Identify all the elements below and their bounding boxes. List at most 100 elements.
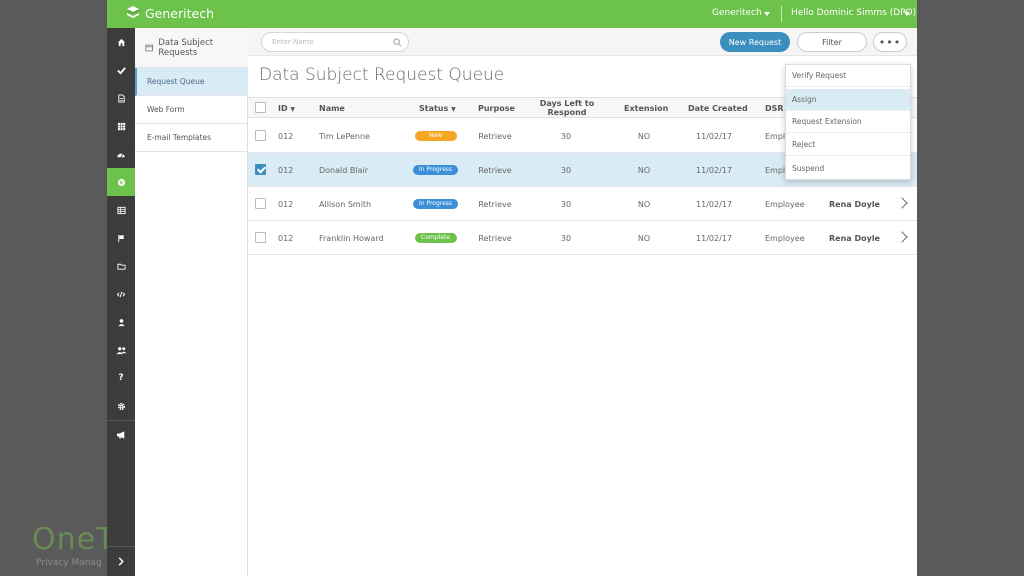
- rail-home[interactable]: [107, 28, 135, 56]
- expand-rail-button[interactable]: [107, 547, 135, 575]
- column-header-name[interactable]: Name: [319, 104, 345, 113]
- status-badge: In Progress: [412, 199, 459, 209]
- menu-item-verify-request[interactable]: Verify Request: [786, 65, 910, 87]
- rail-grid[interactable]: [107, 112, 135, 140]
- chevron-right-icon: [118, 556, 124, 566]
- cell-extension: NO: [637, 233, 651, 243]
- background-logo-subtitle: Privacy Manag: [36, 558, 102, 568]
- cell-dsr-type: Employee: [765, 199, 805, 209]
- brand-name: Generitech: [145, 5, 214, 21]
- more-actions-button[interactable]: •••: [873, 32, 907, 52]
- rail-documents[interactable]: [107, 84, 135, 112]
- cell-extension: NO: [637, 165, 651, 175]
- rail-user[interactable]: [107, 308, 135, 336]
- rail-dashboard[interactable]: [107, 140, 135, 168]
- cell-name[interactable]: Donald Blair: [319, 165, 368, 175]
- filter-button[interactable]: Filter: [797, 32, 867, 52]
- cell-dsr-type: Employee: [765, 233, 805, 243]
- rail-folder[interactable]: [107, 252, 135, 280]
- status-badge: New: [414, 131, 457, 141]
- cell-id: 012: [278, 165, 294, 175]
- column-header-days-left[interactable]: Days Left to Respond: [539, 99, 595, 117]
- icon-rail: ?: [107, 28, 141, 576]
- row-checkbox[interactable]: [255, 232, 266, 243]
- subnav-item-web-form[interactable]: Web Form: [135, 96, 248, 124]
- chevron-down-icon[interactable]: [904, 12, 910, 16]
- menu-item-suspend[interactable]: Suspend: [792, 163, 825, 173]
- row-checkbox[interactable]: [255, 164, 266, 175]
- dashboard-icon: [117, 153, 125, 157]
- search-input[interactable]: Enter Name: [261, 32, 409, 52]
- column-header-dsr-type[interactable]: DSR T: [765, 104, 792, 113]
- chevron-down-icon[interactable]: [764, 12, 770, 16]
- subnav-item-email-templates[interactable]: E-mail Templates: [135, 124, 248, 152]
- rail-announcements[interactable]: [107, 421, 135, 449]
- row-checkbox[interactable]: [255, 198, 266, 209]
- rail-settings[interactable]: [107, 392, 135, 420]
- grid-icon: [117, 122, 125, 130]
- document-icon: [117, 93, 125, 103]
- menu-item-request-extension[interactable]: Request Extension: [786, 111, 910, 133]
- column-header-date-created[interactable]: Date Created: [688, 104, 748, 113]
- column-header-status[interactable]: Status ▼: [419, 104, 456, 113]
- sort-down-icon: ▼: [290, 106, 296, 113]
- user-menu[interactable]: Hello Dominic Simms (DPO): [791, 8, 917, 18]
- page-title: Data Subject Request Queue: [259, 65, 505, 85]
- menu-item-reject[interactable]: Reject: [786, 134, 910, 156]
- cell-status: New: [408, 119, 463, 153]
- folder-icon: [116, 263, 126, 270]
- subnav-item-request-queue[interactable]: Request Queue: [135, 68, 248, 96]
- select-all-checkbox[interactable]: [255, 102, 266, 113]
- menu-item-assign[interactable]: Assign: [786, 89, 910, 111]
- cell-date-created: 11/02/17: [696, 131, 732, 141]
- cell-status: Complete: [408, 221, 463, 255]
- row-checkbox[interactable]: [255, 130, 266, 141]
- cell-date-created: 11/02/17: [696, 165, 732, 175]
- column-header-purpose[interactable]: Purpose: [478, 104, 515, 113]
- cell-status: In Progress: [408, 153, 463, 187]
- cell-days-left: 30: [560, 233, 572, 243]
- brand-logo-icon: [127, 6, 139, 18]
- cell-dsr-type: Empl: [765, 165, 786, 175]
- status-badge: Complete: [414, 233, 457, 243]
- brand[interactable]: Generitech: [125, 5, 214, 21]
- chevron-right-icon[interactable]: [896, 231, 908, 243]
- cell-purpose: Retrieve: [478, 165, 512, 175]
- top-bar: Generitech Generitech Hello Dominic Simm…: [107, 0, 917, 28]
- cell-status: In Progress: [408, 187, 463, 221]
- cell-assignee: Rena Doyle: [829, 233, 880, 243]
- rail-table[interactable]: [107, 196, 135, 224]
- users-icon: [116, 346, 126, 354]
- org-switcher[interactable]: Generitech: [712, 8, 762, 18]
- home-icon: [117, 38, 125, 46]
- rail-users[interactable]: [107, 336, 135, 364]
- column-header-extension[interactable]: Extension: [624, 104, 669, 113]
- column-header-id[interactable]: ID ▼: [278, 104, 296, 113]
- help-icon[interactable]: ?: [118, 373, 124, 383]
- new-request-button[interactable]: New Request: [720, 32, 790, 52]
- search-placeholder: Enter Name: [272, 38, 314, 46]
- toolbar: Enter Name New Request Filter •••: [248, 28, 917, 56]
- megaphone-icon: [116, 431, 124, 439]
- table-row[interactable]: 012 Allison Smith In Progress Retrieve 30 NO 1…: [248, 187, 917, 221]
- cell-dsr-type: Employ: [765, 131, 795, 141]
- cell-name[interactable]: Tim LePenne: [319, 131, 370, 141]
- table-row[interactable]: 012 Franklin Howard Complete Retrieve 30 NO 11…: [248, 221, 917, 255]
- rail-tasks[interactable]: [107, 56, 135, 84]
- chevron-right-icon[interactable]: [896, 197, 908, 209]
- rail-privacy-active[interactable]: [107, 168, 141, 196]
- rail-flag[interactable]: [107, 224, 135, 252]
- cell-date-created: 11/02/17: [696, 233, 732, 243]
- rail-code[interactable]: [107, 280, 135, 308]
- gear-icon: [117, 402, 125, 410]
- sort-down-icon: ▼: [451, 106, 456, 113]
- cell-name[interactable]: Franklin Howard: [319, 233, 384, 243]
- code-icon: [116, 291, 126, 297]
- status-badge: In Progress: [412, 165, 459, 175]
- search-icon[interactable]: [393, 38, 402, 47]
- sub-navigation: Data Subject Requests Request Queue Web …: [135, 28, 248, 576]
- divider: [107, 546, 135, 547]
- actions-dropdown-menu: Verify Request Assign Request Extension …: [785, 64, 911, 180]
- cell-name[interactable]: Allison Smith: [319, 199, 372, 209]
- cell-days-left: 30: [560, 131, 572, 141]
